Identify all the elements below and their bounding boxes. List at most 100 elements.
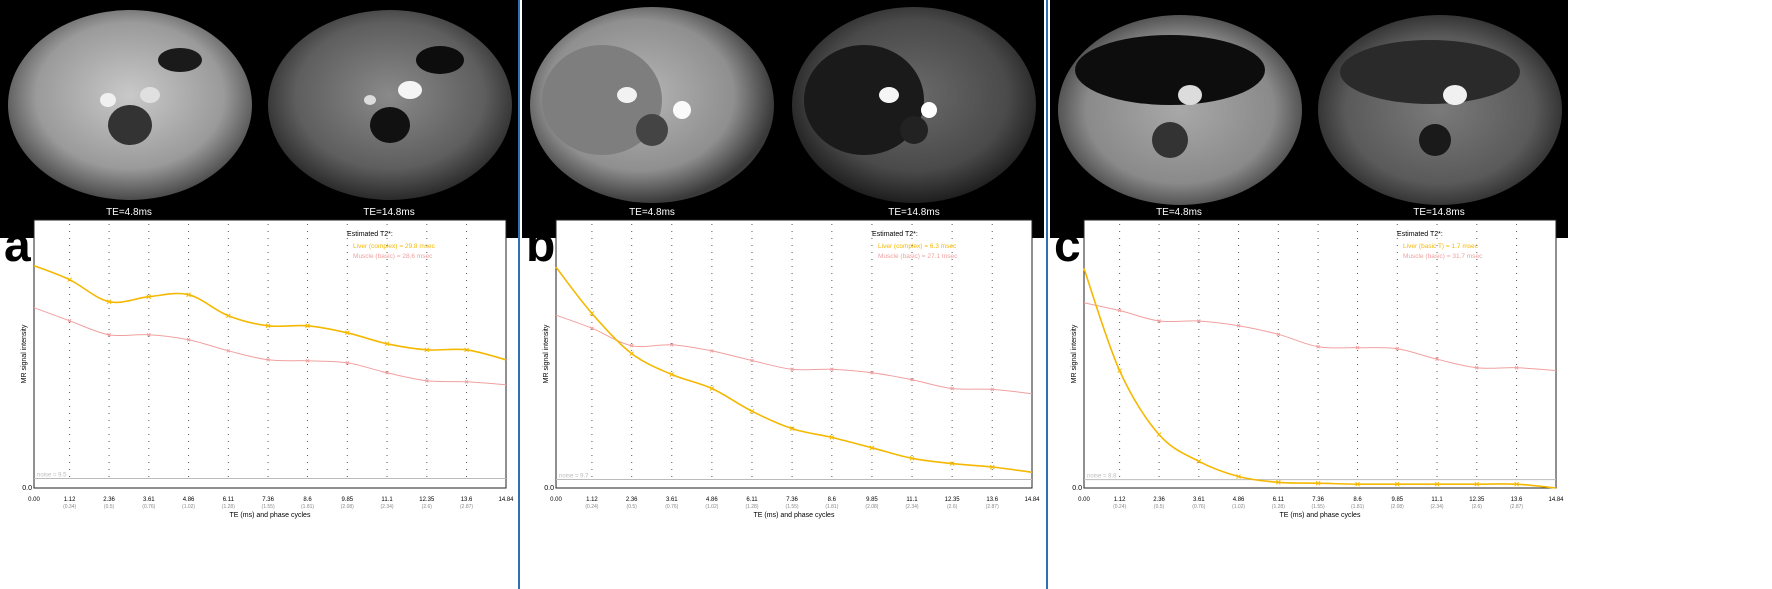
x-tick-label: 7.36 [1312, 497, 1324, 503]
marker-stroke [1474, 365, 1479, 370]
mri-scan-graphic [792, 7, 1036, 203]
phase-label: (2.6) [422, 504, 433, 510]
data-point-marker [909, 455, 915, 461]
phase-label: (0.5) [1154, 504, 1165, 510]
data-point-marker [424, 347, 430, 353]
phase-label: (2.34) [381, 504, 394, 510]
phase-label: (1.28) [745, 504, 758, 510]
marker-stroke [1275, 479, 1281, 485]
x-tick-label: 6.11 [223, 497, 235, 503]
phase-label: (1.28) [222, 504, 235, 510]
marker-stroke [345, 360, 350, 365]
noise-label: noise = 9.7 [559, 474, 589, 480]
data-point-marker [1514, 481, 1519, 487]
phase-label: (1.02) [182, 504, 195, 510]
panel-divider [518, 0, 520, 589]
legend-title: Estimated T2*: [1397, 231, 1443, 238]
x-tick-label: 3.61 [1193, 497, 1205, 503]
phase-label: (2.08) [1391, 504, 1404, 510]
phase-label: (0.76) [1192, 504, 1205, 510]
marker-stroke [710, 349, 714, 353]
marker-stroke [385, 370, 389, 375]
marker-stroke [989, 464, 995, 470]
mri-scan-graphic [8, 10, 252, 200]
data-point-marker [669, 342, 674, 347]
data-point-marker [464, 379, 469, 384]
data-point-marker [1275, 479, 1281, 485]
x-tick-label: 2.36 [1153, 497, 1165, 503]
y-axis-label: MR signal intensity [543, 324, 550, 383]
x-tick-label: 7.36 [262, 497, 274, 503]
mri-label: TE=14.8ms [363, 207, 415, 218]
data-point-marker [910, 377, 914, 382]
mri-image-te-14-8: TE=14.8ms [784, 0, 1044, 238]
legend-entry: Liver (complex) = 29.8 msec [353, 243, 436, 250]
x-tick-label: 2.36 [626, 497, 638, 503]
mri-scan-graphic [1058, 15, 1302, 205]
marker-stroke [384, 341, 390, 347]
mri-label: TE=4.8ms [1156, 207, 1202, 218]
marker-stroke [749, 408, 755, 414]
data-point-marker [710, 349, 714, 353]
data-point-marker [869, 445, 875, 451]
mri-image-strip: TE=4.8ms TE=14.8ms [522, 0, 1044, 238]
noise-label: noise = 8.8 [1087, 474, 1117, 480]
data-point-marker [226, 348, 231, 353]
marker-stroke [186, 337, 191, 342]
data-point-marker [384, 341, 390, 347]
marker-stroke [226, 348, 231, 353]
marker-stroke [225, 313, 231, 319]
data-point-marker [829, 435, 835, 440]
data-point-marker [629, 351, 635, 356]
x-tick-label: 6.11 [746, 497, 758, 503]
phase-label: (2.87) [986, 504, 999, 510]
data-point-marker [1394, 481, 1400, 487]
data-point-marker [1316, 344, 1320, 349]
panel-letter: c [1054, 219, 1081, 272]
marker-stroke [870, 370, 874, 375]
x-tick-label: 0.00 [550, 497, 562, 503]
plot-frame [555, 219, 1033, 489]
x-axis-label: TE (ms) and phase cycles [1280, 512, 1361, 519]
marker-stroke [1355, 481, 1360, 487]
marker-stroke [1514, 365, 1519, 370]
phase-label: (0.24) [585, 504, 598, 510]
data-point-marker [106, 299, 112, 305]
marker-stroke [266, 357, 270, 362]
marker-stroke [186, 292, 191, 298]
x-tick-label: 1.12 [586, 497, 598, 503]
y-zero-label: 0.0 [1072, 485, 1082, 492]
marker-stroke [146, 294, 152, 300]
marker-stroke [67, 318, 72, 323]
phase-label: (1.28) [1272, 504, 1285, 510]
data-point-marker [589, 311, 595, 316]
x-tick-label: 14.84 [1548, 497, 1564, 503]
marker-stroke [790, 367, 794, 372]
x-tick-label: 1.12 [1114, 497, 1126, 503]
data-point-marker [949, 461, 955, 466]
signal-decay-chart: GRE MULTI 12e BODY 280.8 0.0 MR signal inte… [1064, 213, 1564, 519]
phase-label: (2.6) [947, 504, 958, 510]
data-point-marker [146, 332, 151, 337]
phase-label: (2.87) [460, 504, 473, 510]
y-zero-label: 0.0 [22, 485, 32, 492]
data-point-marker [990, 387, 995, 392]
marker-stroke [950, 386, 954, 391]
marker-stroke [589, 311, 595, 316]
panel-a: TE=4.8ms TE=14.8ms a GRE MULTI 12e BODY 2… [0, 0, 518, 589]
x-tick-label: 0.00 [1078, 497, 1090, 503]
mri-image-te-4-8: TE=4.8ms [1050, 0, 1308, 238]
signal-decay-chart: GRE MULTI 12e BODY 307.0 0.0 MR signal inte… [536, 213, 1040, 519]
data-point-marker [1315, 480, 1321, 486]
x-tick-label: 13.6 [461, 497, 473, 503]
x-tick-label: 9.85 [341, 497, 353, 503]
mri-label: TE=14.8ms [1413, 207, 1465, 218]
data-point-marker [590, 326, 594, 331]
data-point-marker [1355, 481, 1360, 487]
y-zero-label: 0.0 [544, 485, 554, 492]
data-point-marker [1276, 332, 1281, 337]
chart-title: GRE MULTI 12e BODY [757, 213, 830, 220]
phase-label: (2.87) [1510, 504, 1523, 510]
y-max-label: 280.8 [1064, 218, 1082, 225]
marker-stroke [990, 387, 995, 392]
